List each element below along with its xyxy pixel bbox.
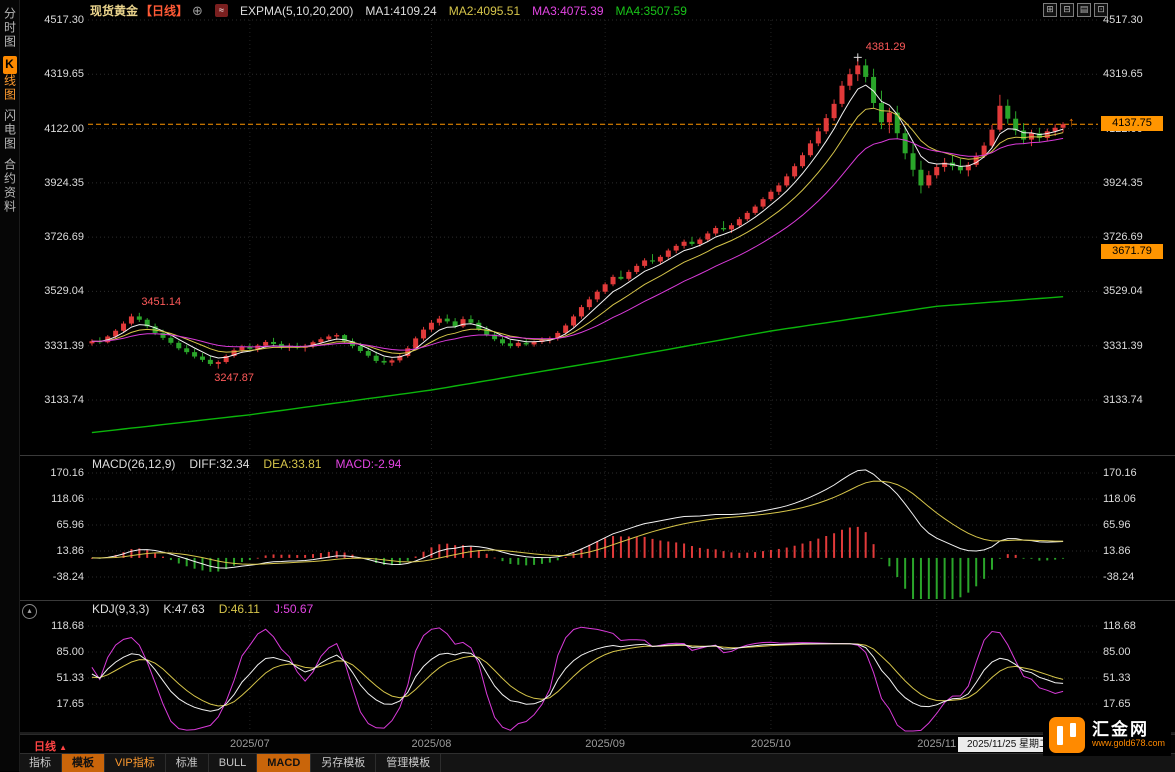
site-logo: 汇金网 www.gold678.com [1042,714,1171,756]
tab-模板[interactable]: 模板 [62,754,105,772]
window-layout-icons: ⊞ ⊟ ▤ ⊡ [1043,3,1108,17]
period-tag[interactable]: 【日线】 [140,4,189,18]
split-horizontal-icon[interactable]: ⊟ [1060,3,1074,17]
macd-value: MACD:-2.94 [335,457,402,471]
time-axis-label: 2025/09 [585,738,625,750]
tab-另存模板[interactable]: 另存模板 [311,754,377,772]
logo-url: www.gold678.com [1091,738,1165,749]
symbol-name: 现货黄金 [90,4,139,18]
tab-管理模板[interactable]: 管理模板 [376,754,442,772]
macd-dea-value: DEA:33.81 [263,457,322,471]
period-arrow-icon: ▲ [59,743,67,752]
indicator-tab-bar: 指标 模板 VIP指标 标准 BULL MACD 另存模板 管理模板 [19,753,1175,772]
tab-VIP指标[interactable]: VIP指标 [105,754,166,772]
time-axis-bar: 日线 ▲ 2025/11/25 星期二 2025/07 2025/08 2025/0… [0,734,1175,754]
main-price-chart[interactable] [0,0,1175,455]
kdj-k-value: K:47.63 [163,602,205,616]
time-axis-label: 2025/11 [917,738,957,750]
kdj-panel-chart[interactable] [0,600,1175,735]
chart-header: 现货黄金 【日线】 ⊕ ≈ EXPMA(5,10,20,200) MA1:410… [90,2,687,19]
macd-panel-chart[interactable] [0,455,1175,600]
period-selector[interactable]: 日线 ▲ [34,738,67,754]
kdj-header: KDJ(9,3,3) K:47.63 D:46.11 J:50.67 [92,602,313,616]
macd-title: MACD(26,12,9) [92,457,176,471]
cursor-date-box: 2025/11/25 星期二 [958,737,1058,752]
macd-header: MACD(26,12,9) DIFF:32.34 DEA:33.81 MACD:… [92,457,401,471]
list-view-icon[interactable]: ▤ [1077,3,1091,17]
macd-diff-value: DIFF:32.34 [189,457,250,471]
ma4-value: MA4:3507.59 [615,3,687,18]
panel-collapse-icon[interactable]: ▴ [22,604,37,619]
sidebar-item-K线图[interactable]: K线图 [2,56,17,102]
left-sidebar: 分时图 K线图闪电图合约资料 [0,0,20,771]
new-window-icon[interactable]: ⊡ [1094,3,1108,17]
tab-指标[interactable]: 指标 [19,754,62,772]
time-axis-label: 2025/07 [229,738,270,750]
ma2-value: MA2:4095.51 [448,3,521,18]
tab-BULL[interactable]: BULL [209,754,258,772]
huijin-logo-icon [1048,717,1085,753]
logo-name: 汇金网 [1091,719,1149,739]
ma3-value: MA3:4075.39 [532,3,604,18]
kdj-j-value: J:50.67 [273,602,314,616]
add-indicator-icon[interactable]: ⊕ [192,2,203,18]
kdj-d-value: D:46.11 [218,602,260,616]
period-label: 日线 [34,741,56,753]
time-axis-label: 2025/10 [751,738,791,750]
indicator-name: EXPMA(5,10,20,200) [239,3,354,18]
kdj-title: KDJ(9,3,3) [92,602,150,616]
ma1-value: MA1:4109.24 [365,3,437,18]
sidebar-item-闪电图[interactable]: 闪电图 [2,109,17,151]
tab-MACD[interactable]: MACD [257,754,312,772]
tab-标准[interactable]: 标准 [166,754,209,772]
sidebar-item-合约资料[interactable]: 合约资料 [2,158,17,214]
multi-chart-layout-icon[interactable]: ⊞ [1043,3,1057,17]
time-axis-label: 2025/08 [411,738,452,750]
sidebar-item-分时图[interactable]: 分时图 [2,7,17,49]
indicator-menu-icon[interactable]: ≈ [214,4,228,17]
